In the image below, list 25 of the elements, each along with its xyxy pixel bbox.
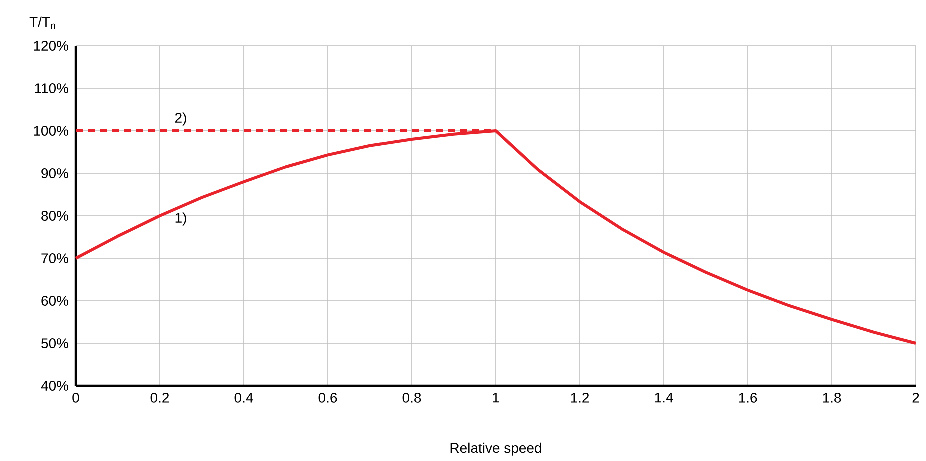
y-axis-title: T/T$_{n}$ [30, 16, 56, 30]
y-tick-label: 70% [42, 254, 69, 264]
y-tick-label: 110% [35, 84, 69, 94]
x-tick-label: 1.6 [739, 392, 758, 403]
x-tick-label: 1.8 [823, 392, 842, 403]
y-tick-label: 40% [41, 381, 69, 391]
x-tick-label: 0.2 [150, 392, 170, 403]
y-tick-label: 80% [42, 211, 69, 221]
y-tick-label: 120% [34, 41, 69, 51]
x-tick-label: 1.4 [655, 393, 674, 403]
y-tick-label: 60% [42, 296, 69, 306]
y-tick-label: 90% [42, 168, 69, 178]
y-tick-label: 100% [34, 126, 69, 136]
x-axis-title: Relative speed [450, 442, 542, 456]
x-tick-label: 0.4 [234, 392, 254, 403]
x-tick-label: 0.6 [318, 392, 338, 403]
x-tick-label: 0 [72, 392, 80, 403]
annotation: 1) [176, 212, 186, 226]
x-tick-label: 2 [912, 392, 920, 403]
x-tick-label: 1 [493, 393, 500, 403]
x-tick-label: 0.8 [402, 392, 422, 403]
y-tick-label: 50% [42, 338, 69, 348]
line-series [74, 130, 918, 345]
annotation: 2) [175, 112, 186, 126]
x-tick-label: 1.2 [571, 392, 590, 403]
